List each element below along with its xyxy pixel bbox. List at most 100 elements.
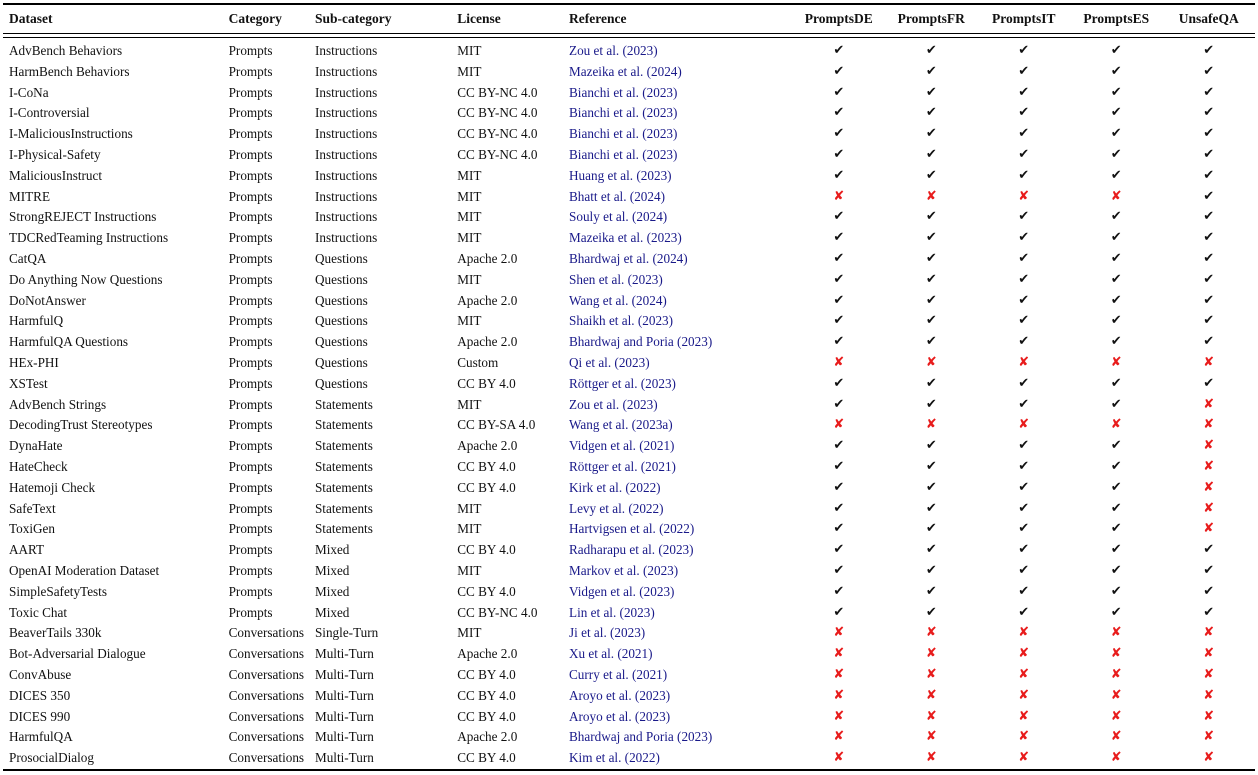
reference-link[interactable]: Aroyo et al. (2023) [569,687,671,703]
reference-link[interactable]: Bianchi et al. (2023) [569,146,678,162]
license-cell: Apache 2.0 [457,438,518,454]
cross-icon: ✘ [925,188,937,204]
dataset-cell: MITRE [9,188,51,204]
flag-cell: ✔ [885,291,977,312]
license-cell: CC BY 4.0 [457,479,516,495]
dataset-cell: Do Anything Now Questions [9,271,163,287]
reference-link[interactable]: Mazeika et al. (2023) [569,230,682,246]
dataset-cell: StrongREJECT Instructions [9,209,157,225]
reference-link[interactable]: Wang et al. (2023a) [569,417,673,433]
reference-link[interactable]: Vidgen et al. (2023) [569,583,675,599]
category-cell: Prompts [228,604,273,620]
flag-cell: ✔ [885,561,977,582]
flag-cell: ✘ [977,748,1070,771]
reference-link[interactable]: Wang et al. (2024) [569,292,667,308]
subcategory-cell: Instructions [314,230,378,246]
table-row: I-MaliciousInstructions Prompts Instructio… [3,124,1255,145]
reference-link[interactable]: Huang et al. (2023) [569,167,672,183]
flag-cell: ✔ [1070,103,1162,124]
reference-link[interactable]: Bhardwaj et al. (2024) [569,250,688,266]
cross-icon: ✘ [833,188,845,204]
flag-cell: ✔ [793,499,885,520]
reference-link[interactable]: Aroyo et al. (2023) [569,708,671,724]
cross-icon: ✘ [1110,750,1122,766]
flag-cell: ✔ [1162,270,1255,291]
category-cell: Prompts [228,146,273,162]
reference-link[interactable]: Souly et al. (2024) [569,209,668,225]
flag-cell: ✔ [1070,249,1162,270]
dataset-cell: HarmfulQ [9,313,64,329]
dataset-cell: Hatemoji Check [9,479,96,495]
reference-link[interactable]: Kim et al. (2022) [569,750,660,766]
subcategory-cell: Mixed [314,583,350,599]
flag-cell: ✔ [978,374,1070,395]
reference-link[interactable]: Vidgen et al. (2021) [569,438,675,454]
flag-cell: ✔ [978,270,1070,291]
header-category: Category [228,4,315,34]
reference-link[interactable]: Bianchi et al. (2023) [569,126,678,142]
reference-link[interactable]: Zou et al. (2023) [569,396,658,412]
flag-cell: ✔ [885,395,977,416]
flag-cell: ✘ [1162,727,1255,748]
check-icon: ✔ [1018,458,1030,474]
reference-link[interactable]: Xu et al. (2021) [569,646,653,662]
flag-cell: ✘ [793,187,885,208]
flag-cell: ✔ [978,124,1070,145]
cross-icon: ✘ [1018,188,1030,204]
flag-cell: ✘ [793,727,885,748]
reference-link[interactable]: Radharapu et al. (2023) [569,542,694,558]
category-cell: Conversations [228,687,305,703]
header-subcategory: Sub-category [314,4,458,34]
reference-link[interactable]: Levy et al. (2022) [569,500,664,516]
license-cell: CC BY-SA 4.0 [457,417,536,433]
flag-cell: ✔ [885,540,977,561]
reference-cell: Souly et al. (2024) [569,207,793,228]
subcategory-cell: Instructions [314,84,378,100]
reference-link[interactable]: Ji et al. (2023) [569,625,646,641]
flag-cell: ✘ [978,707,1070,728]
category-cell: Prompts [228,542,273,558]
reference-link[interactable]: Zou et al. (2023) [569,43,658,58]
flag-cell: ✘ [885,623,977,644]
cross-icon: ✘ [1110,708,1122,724]
flag-cell: ✘ [978,187,1070,208]
reference-link[interactable]: Curry et al. (2021) [569,666,668,682]
table-row: HarmfulQA Conversations Multi-Turn Apache 2… [3,727,1255,748]
check-icon: ✔ [1110,583,1122,599]
subcategory-cell: Mixed [314,542,350,558]
reference-link[interactable]: Shaikh et al. (2023) [569,313,674,329]
check-icon: ✔ [1018,375,1030,391]
reference-link[interactable]: Lin et al. (2023) [569,604,655,620]
reference-link[interactable]: Mazeika et al. (2024) [569,63,682,79]
reference-link[interactable]: Röttger et al. (2021) [569,458,676,474]
flag-cell: ✔ [1162,207,1255,228]
reference-link[interactable]: Shen et al. (2023) [569,271,663,287]
flag-cell: ✔ [978,291,1070,312]
reference-link[interactable]: Bianchi et al. (2023) [569,84,678,100]
cross-icon: ✘ [833,687,845,703]
check-icon: ✔ [1203,292,1215,308]
reference-link[interactable]: Qi et al. (2023) [569,354,650,370]
reference-link[interactable]: Röttger et al. (2023) [569,375,676,391]
license-cell: CC BY-NC 4.0 [457,105,538,121]
reference-link[interactable]: Markov et al. (2023) [569,562,679,578]
reference-link[interactable]: Bhardwaj and Poria (2023) [569,729,713,745]
flag-cell: ✔ [1162,291,1255,312]
dataset-cell: AdvBench Behaviors [9,43,123,58]
reference-cell: Kirk et al. (2022) [569,478,793,499]
reference-link[interactable]: Kirk et al. (2022) [569,479,661,495]
table-row: ToxiGen Prompts Statements MIT Hartvigsen et… [3,519,1255,540]
table-row: MITRE Prompts Instructions MIT Bhatt et al. … [3,187,1255,208]
flag-cell: ✔ [793,124,885,145]
flag-cell: ✔ [978,228,1070,249]
dataset-cell: HarmfulQA Questions [9,334,129,350]
flag-cell: ✔ [978,582,1070,603]
reference-link[interactable]: Bianchi et al. (2023) [569,105,678,121]
reference-link[interactable]: Bhardwaj and Poria (2023) [569,334,713,350]
reference-link[interactable]: Hartvigsen et al. (2022) [569,521,695,537]
flag-cell: ✘ [1162,499,1255,520]
reference-cell: Bianchi et al. (2023) [569,103,793,124]
header-promptsde: PromptsDE [792,4,886,34]
check-icon: ✔ [1110,43,1122,58]
reference-link[interactable]: Bhatt et al. (2024) [569,188,665,204]
